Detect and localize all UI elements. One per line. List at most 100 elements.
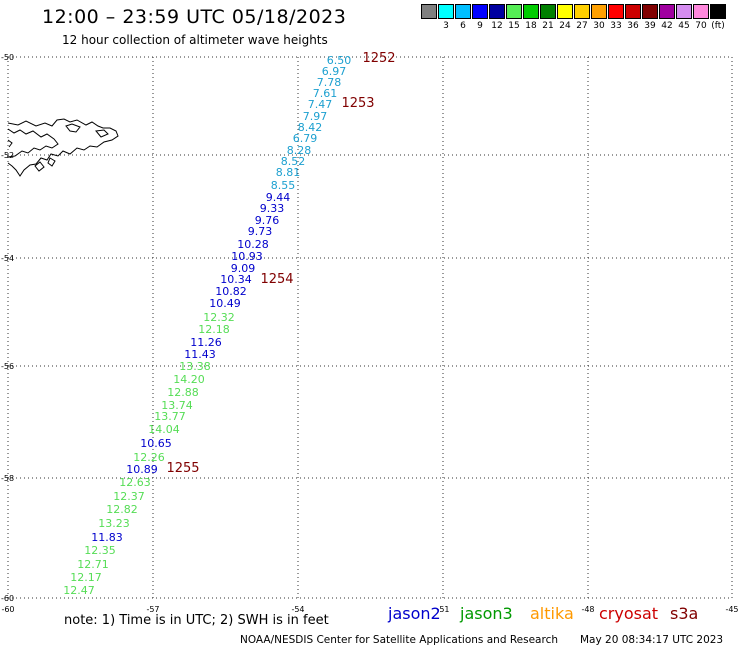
swh-observation-label: 11.43 [184, 348, 216, 361]
scale-swatch [506, 4, 522, 19]
satellite-name-jason2: jason2 [388, 604, 441, 623]
scale-swatch [489, 4, 505, 19]
swh-observation-label: 14.20 [173, 373, 205, 386]
swh-observation-label: 10.82 [215, 285, 247, 298]
lat-lon-grid: -60 -57 -54 -51 -48 -45 -50 -52 -54 -56 -58 -60 [1, 53, 739, 614]
page-title: 12:00 – 23:59 UTC 05/18/2023 [42, 6, 347, 28]
longitude-tick-label: -45 [725, 605, 738, 614]
satellite-name-jason3: jason3 [460, 604, 513, 623]
page-subtitle: 12 hour collection of altimeter wave hei… [62, 33, 328, 47]
falkland-islands-coastline [7, 118, 119, 177]
generated-timestamp: May 20 08:34:17 UTC 2023 [580, 634, 724, 646]
swh-observation-label: 9.44 [266, 191, 291, 204]
swh-observation-label: 9.76 [255, 214, 280, 227]
swh-observation-label: 12.82 [106, 503, 138, 516]
track-number-labels: 1252 1253 1254 1255 [166, 51, 395, 476]
latitude-tick-label: -58 [1, 474, 14, 483]
swh-observation-label: 9.33 [260, 202, 285, 215]
satellite-legend-s3a: s3a [670, 604, 698, 623]
swh-observation-label: 13.38 [179, 360, 211, 373]
footnote: note: 1) Time is in UTC; 2) SWH is in fe… [64, 613, 329, 628]
swh-observation-label: 10.49 [209, 297, 241, 310]
track-number-label: 1255 [166, 461, 199, 476]
track-number-label: 1252 [362, 51, 395, 66]
swh-observation-label: 12.26 [133, 451, 165, 464]
scale-label: 30 [593, 21, 605, 31]
scale-label: 24 [559, 21, 571, 31]
longitude-tick-label: -57 [146, 605, 159, 614]
swh-observation-label: 13.23 [98, 517, 130, 530]
swh-observation-label: 10.34 [220, 273, 252, 286]
satellite-legend-jason2: jason2 [388, 604, 441, 623]
swh-observation-label: 8.42 [298, 121, 323, 134]
satellite-legend-jason3: jason3 [460, 604, 513, 623]
scale-label: 39 [644, 21, 656, 31]
swh-observation-label: 11.83 [91, 531, 123, 544]
satellite-legend-altika: altika [530, 604, 574, 623]
swh-observation-label: 10.93 [231, 250, 263, 263]
scale-label: 70 [695, 21, 707, 31]
latitude-tick-label: -54 [1, 254, 14, 263]
scale-swatch [438, 4, 454, 19]
credit-line: NOAA/NESDIS Center for Satellite Applica… [240, 634, 558, 646]
swh-observation-label: 14.04 [148, 423, 180, 436]
swh-observation-label: 13.74 [161, 399, 193, 412]
swh-observation-label: 12.71 [77, 558, 109, 571]
observation-labels: 6.506.977.787.617.477.978.426.798.288.52… [63, 54, 351, 597]
scale-swatch [676, 4, 692, 19]
track-number-label: 1253 [341, 96, 374, 111]
scale-label: 18 [525, 21, 537, 31]
latitude-tick-label: -60 [1, 594, 14, 603]
satellite-name-cryosat: cryosat [599, 604, 659, 623]
swh-observation-label: 12.47 [63, 584, 95, 597]
scale-label: (ft) [711, 21, 725, 31]
scale-label: 42 [661, 21, 673, 31]
swh-observation-label: 12.63 [119, 476, 151, 489]
swh-observation-label: 8.52 [281, 155, 306, 168]
swh-observation-label: 6.50 [327, 54, 352, 67]
swh-observation-label: 8.28 [287, 144, 312, 157]
swh-observation-label: 7.78 [317, 76, 342, 89]
latitude-tick-label: -56 [1, 362, 14, 371]
swh-observation-label: 6.97 [322, 65, 347, 78]
scale-label: 6 [460, 21, 466, 31]
scale-swatch [591, 4, 607, 19]
scale-label: 15 [508, 21, 520, 31]
longitude-tick-label: -51 [436, 605, 449, 614]
scale-swatch [642, 4, 658, 19]
scale-swatch [693, 4, 709, 19]
swh-observation-label: 7.61 [313, 87, 338, 100]
scale-swatch [421, 4, 437, 19]
swh-observation-label: 12.32 [203, 311, 235, 324]
longitude-tick-label: -54 [291, 605, 304, 614]
scale-swatch [523, 4, 539, 19]
satellite-name-altika: altika [530, 604, 574, 623]
swh-observation-label: 13.77 [154, 410, 186, 423]
swh-observation-label: 8.81 [276, 166, 301, 179]
swh-observation-label: 12.88 [167, 386, 199, 399]
swh-observation-label: 7.97 [303, 110, 328, 123]
scale-swatch [659, 4, 675, 19]
scale-swatch [557, 4, 573, 19]
scale-label: 33 [610, 21, 622, 31]
scale-swatch [608, 4, 624, 19]
longitude-tick-label: -48 [581, 605, 594, 614]
latitude-tick-label: -50 [1, 53, 14, 62]
swh-observation-label: 10.65 [140, 437, 172, 450]
swh-observation-label: 9.73 [248, 225, 273, 238]
scale-swatch [574, 4, 590, 19]
scale-swatch [710, 4, 726, 19]
scale-label: 12 [491, 21, 503, 31]
scale-swatch [472, 4, 488, 19]
scale-swatch [455, 4, 471, 19]
swh-observation-label: 7.47 [308, 98, 333, 111]
swh-observation-label: 8.55 [271, 179, 296, 192]
latitude-tick-label: -52 [1, 151, 14, 160]
swh-observation-label: 6.79 [293, 132, 318, 145]
swh-observation-label: 10.28 [237, 238, 269, 251]
scale-label: 21 [542, 21, 554, 31]
swh-observation-label: 12.37 [113, 490, 145, 503]
scale-label: 36 [627, 21, 639, 31]
swh-observation-label: 9.09 [231, 262, 256, 275]
